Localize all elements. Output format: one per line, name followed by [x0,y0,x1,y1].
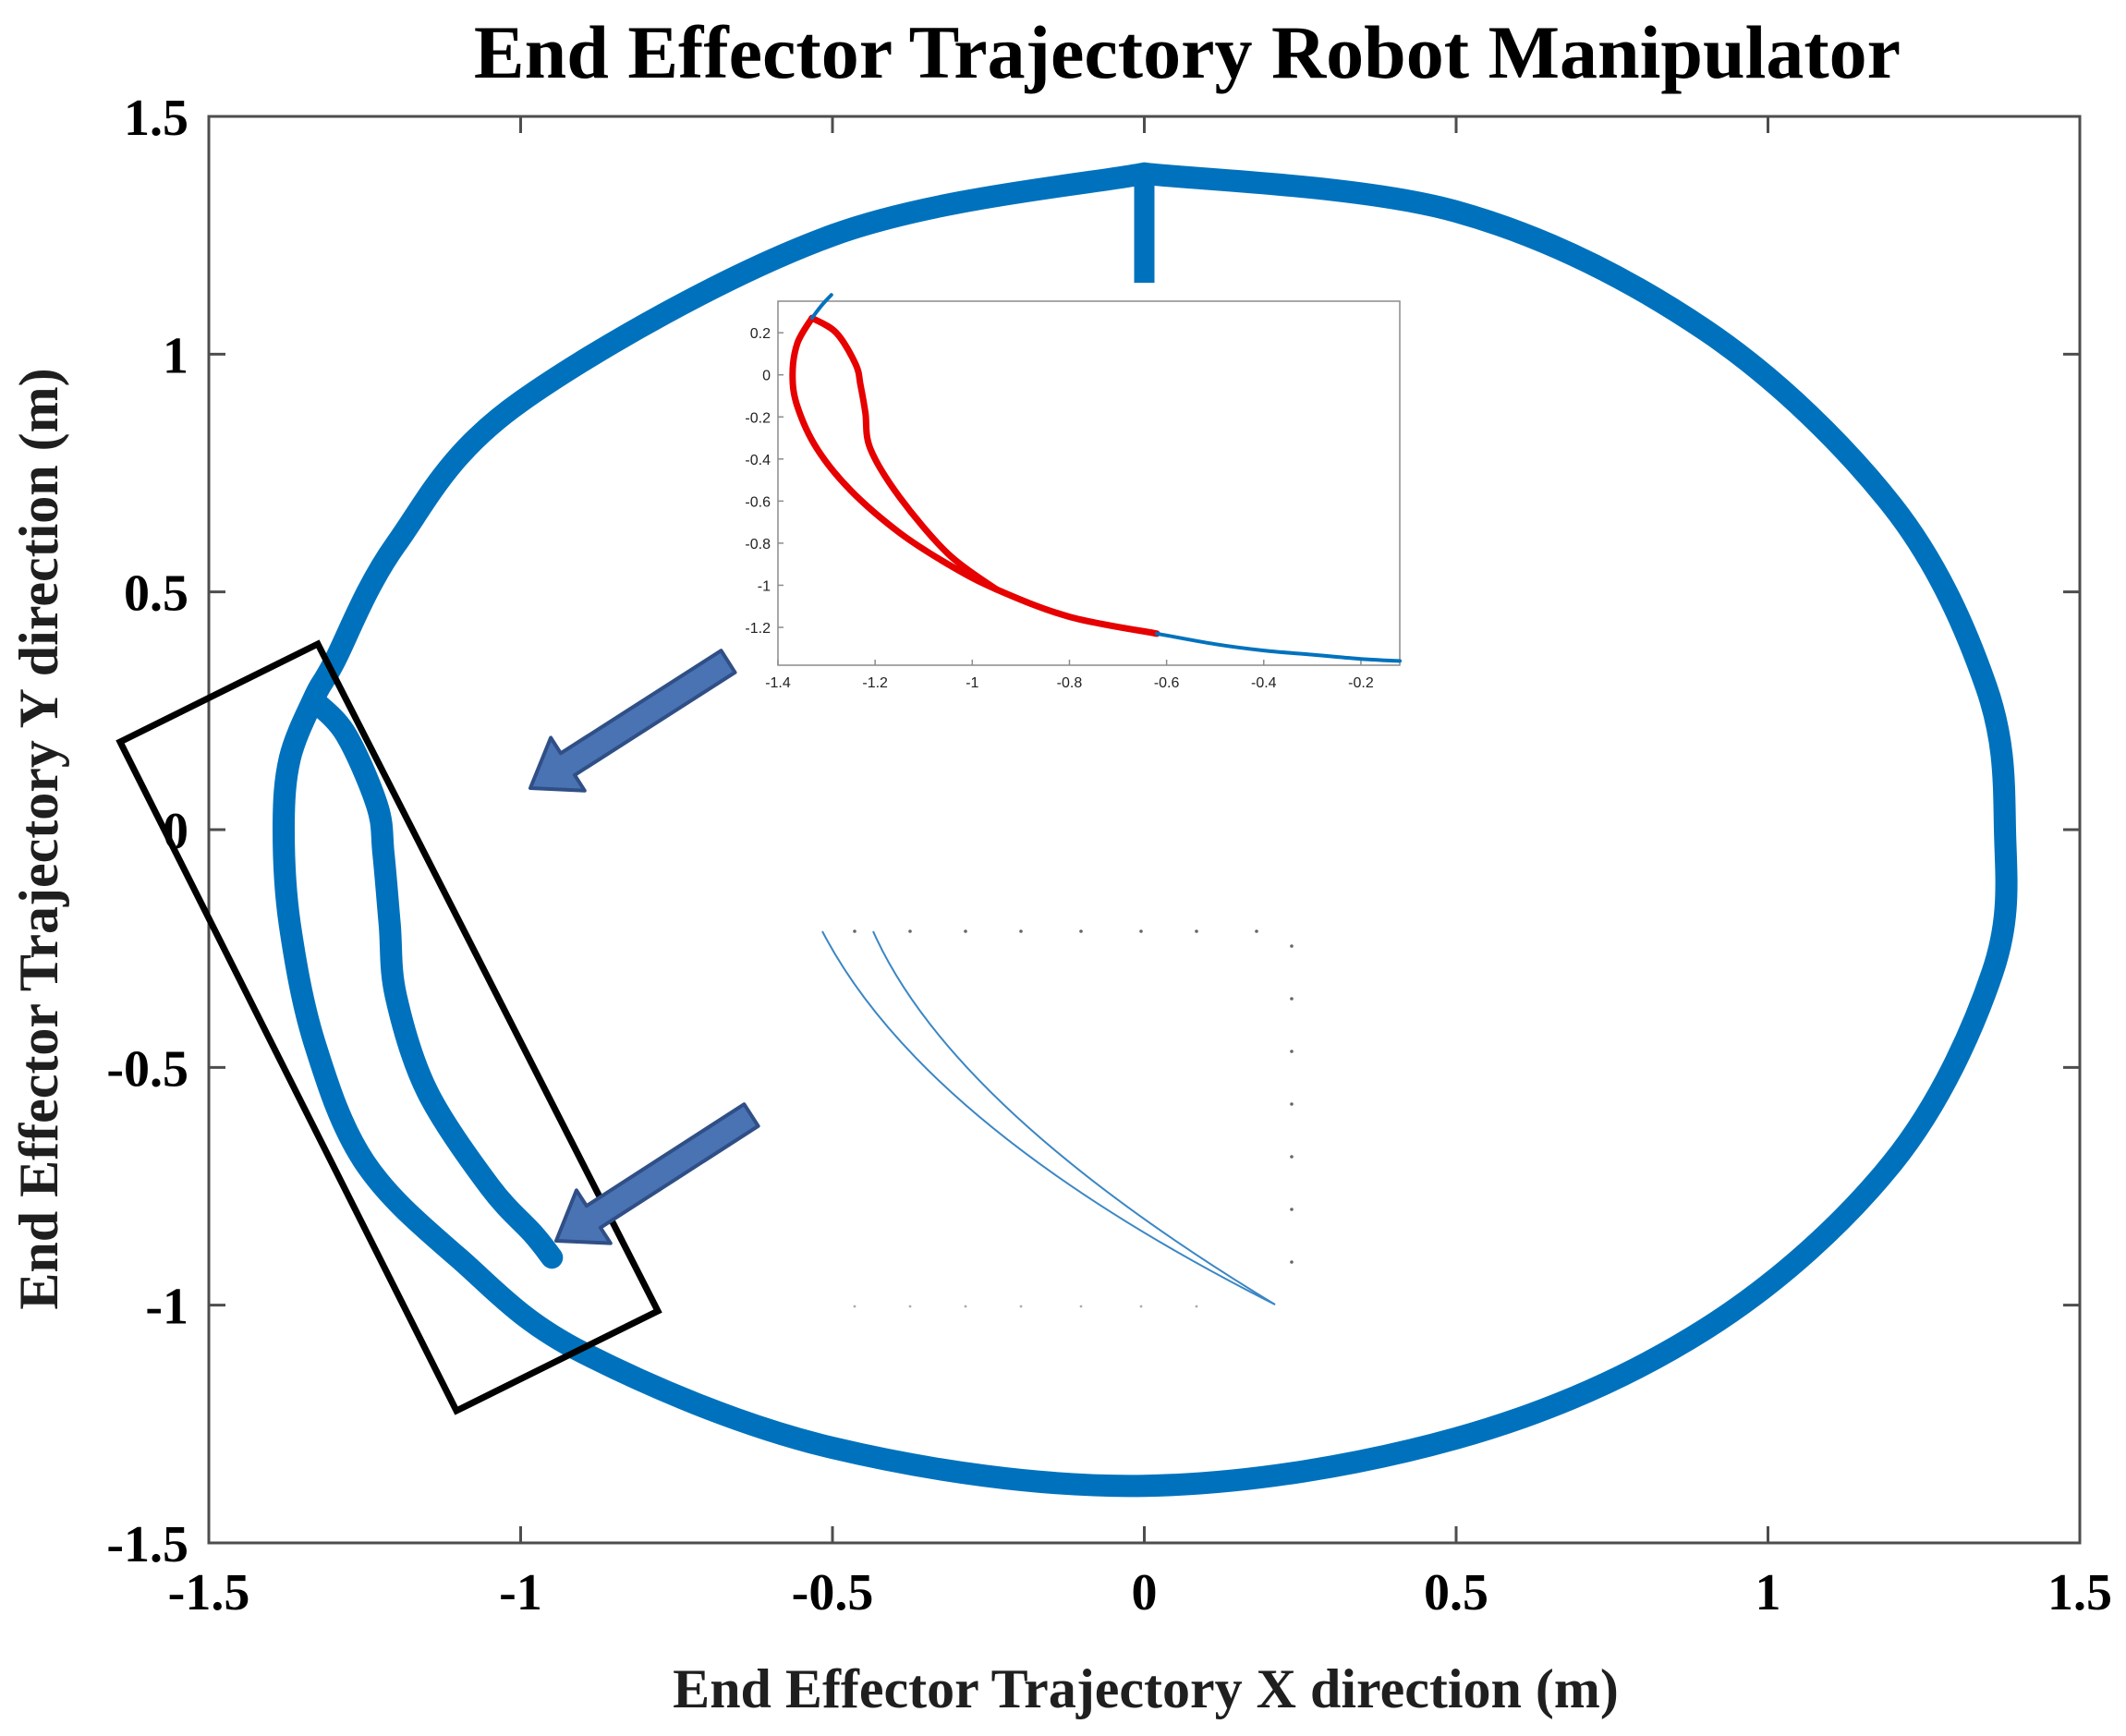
inset-x-tick-label: -0.8 [1057,675,1083,691]
inset-y-tick-label: 0 [762,369,771,384]
inset-y-tick-label: -0.4 [745,453,771,468]
y-tick-label: -1.5 [106,1516,188,1573]
tick-layer: -1.5 -1 -0.5 0 0.5 1 1.5 -1.5 -1 -0.5 0 0.5 1 1.5 [106,90,2112,1621]
chart-title: End Effector Trajectory Robot Manipulato… [474,10,1901,94]
faint-tick-dot [1290,997,1294,1001]
series-layer [273,162,2018,1498]
inset-plot: -1.4 -1.2 -1 -0.8 -0.6 -0.4 -0.2 0.2 0 -0.2 -0.4 -0… [745,293,1402,691]
faint-tick-dot [964,929,967,933]
inset-frame [777,300,1401,666]
inset-y-tick-label: 0.2 [750,326,771,342]
annotation-layer [115,639,1294,1415]
y-tick-label: -1 [145,1279,188,1336]
faint-tick-dot [1195,1305,1198,1308]
faint-tick-dot [1139,1305,1143,1308]
faint-tick-dot [1019,1305,1023,1308]
y-tick-label: 1.5 [124,90,188,147]
faint-tick-dot [1079,929,1083,933]
inset-y-tick-label: -0.2 [745,410,771,426]
x-tick-label: -1 [499,1564,542,1621]
faint-tick-dot [853,1305,856,1308]
faint-tick-dot [1290,944,1294,948]
inset-y-tick-label: -1.2 [745,621,771,637]
y-tick-label: 0.5 [124,565,188,623]
inset-y-tick-label: -0.6 [745,494,771,510]
inset-series-2 [808,314,1001,593]
inset-y-tick-label: -0.8 [745,537,771,552]
faint-tick-dot [853,929,856,933]
x-tick-label: -0.5 [792,1564,874,1621]
inset-x-tick-label: -1.4 [765,675,791,691]
faint-tick-dot [1019,929,1023,933]
x-tick-label: 0.5 [1424,1564,1488,1621]
upper-arrow [528,649,737,793]
lower-arrow [554,1102,760,1245]
inset-x-tick-label: -0.2 [1348,675,1374,691]
inset-x-tick-label: -0.6 [1154,675,1180,691]
faint-tick-dot [1290,1102,1294,1106]
faint-trace-1 [821,930,1276,1305]
y-axis-label: End Effector Trajectory Y direction (m) [8,368,69,1309]
faint-tick-dot [1290,1050,1294,1053]
inset-x-tick-label: -1 [966,675,978,691]
trajectory-series-2 [303,690,564,1269]
inset-series-4 [809,293,833,321]
faint-tick-dot [908,1305,912,1308]
faint-tick-dot [1079,1305,1083,1308]
faint-tick-dot [1290,1155,1294,1159]
y-tick-label: 1 [163,327,188,384]
faint-tick-dot [1195,929,1198,933]
faint-tick-dot [964,1305,967,1308]
faint-tick-dot [1139,929,1143,933]
faint-trace-2 [872,930,1276,1305]
x-tick-label: 1 [1755,1564,1781,1621]
inset-y-tick-label: -1 [758,578,771,594]
faint-tick-dot [1290,1208,1294,1211]
trajectory-series-1 [273,162,2018,1498]
x-axis-label: End Effector Trajectory X direction (m) [673,1658,1619,1719]
faint-tick-dot [908,929,912,933]
inset-x-tick-label: -1.2 [862,675,888,691]
x-tick-label: 1.5 [2047,1564,2112,1621]
highlight-rectangle [115,639,662,1415]
inset-x-tick-label: -0.4 [1251,675,1277,691]
x-tick-label: 0 [1132,1564,1158,1621]
inset-series-3 [1155,631,1402,663]
y-tick-label: -0.5 [106,1040,188,1098]
inset-series-1 [789,314,1160,637]
faint-tick-dot [1255,929,1258,933]
faint-tick-dot [1290,1260,1294,1264]
x-tick-label: -1.5 [168,1564,250,1621]
plot-frame [207,115,2082,1545]
